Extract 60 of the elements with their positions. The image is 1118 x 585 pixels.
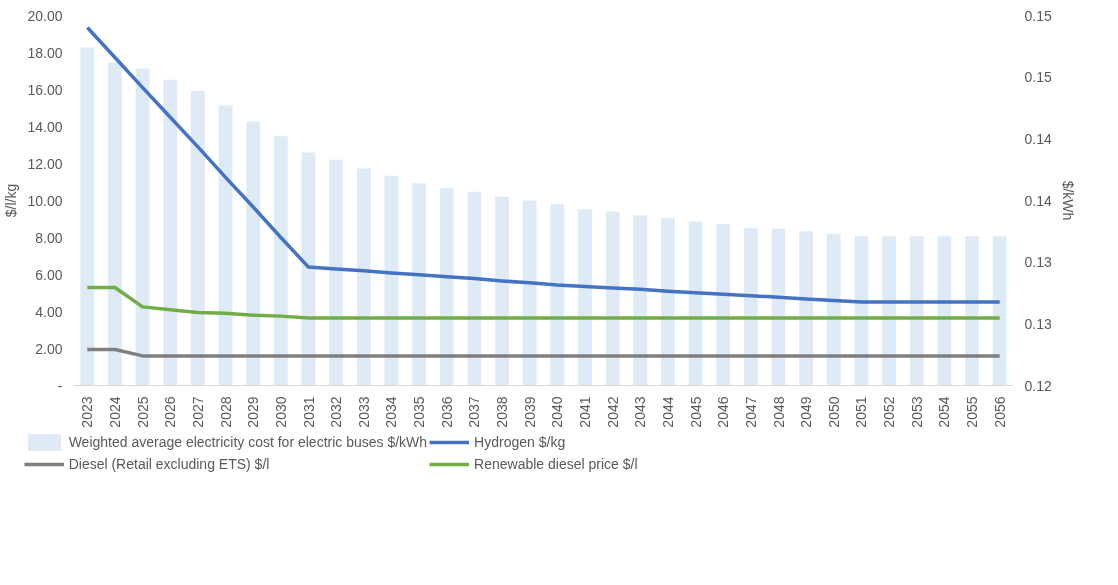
y-tick-label: 10.00 bbox=[27, 192, 63, 209]
x-tick-label: 2049 bbox=[798, 396, 815, 428]
x-tick-label: 2041 bbox=[576, 396, 593, 428]
y-tick-label: 18.00 bbox=[27, 44, 63, 61]
legend-label: Hydrogen $/kg bbox=[474, 434, 566, 450]
x-tick-label: 2042 bbox=[604, 396, 621, 428]
legend-label: Renewable diesel price $/l bbox=[474, 456, 638, 472]
y-tick-label: 14.00 bbox=[27, 118, 63, 135]
legend-label: Weighted average electricity cost for electric buses $/kWh bbox=[68, 434, 428, 450]
x-tick-label: 2029 bbox=[245, 396, 262, 428]
x-tick-label: 2052 bbox=[881, 396, 898, 428]
y2-tick-label: 0.12 bbox=[1024, 377, 1052, 394]
x-tick-label: 2023 bbox=[79, 396, 96, 428]
x-tick-label: 2036 bbox=[438, 396, 455, 428]
x-tick-label: 2025 bbox=[134, 396, 151, 428]
line-series bbox=[85, 285, 1002, 320]
x-tick-label: 2056 bbox=[991, 396, 1008, 428]
x-tick-label: 2044 bbox=[659, 396, 676, 428]
y-axis-title: $/l/kg bbox=[3, 183, 20, 218]
x-tick-label: 2027 bbox=[189, 396, 206, 428]
x-tick-label: 2038 bbox=[494, 396, 511, 428]
y-tick-label: - bbox=[57, 377, 63, 394]
x-tick-label: 2026 bbox=[162, 396, 179, 428]
y-tick-label: 20.00 bbox=[27, 7, 63, 24]
y-tick-label: 2.00 bbox=[35, 340, 63, 357]
x-tick-label: 2039 bbox=[521, 396, 538, 428]
y-tick-label: 6.00 bbox=[35, 266, 63, 283]
x-tick-label: 2034 bbox=[383, 396, 400, 428]
x-tick-label: 2046 bbox=[715, 396, 732, 428]
x-tick-label: 2051 bbox=[853, 396, 870, 428]
x-tick-label: 2032 bbox=[328, 396, 345, 428]
y-tick-label: 16.00 bbox=[27, 81, 63, 98]
y-tick-label: 8.00 bbox=[35, 229, 63, 246]
y-tick-label: 4.00 bbox=[35, 303, 63, 320]
x-tick-label: 2053 bbox=[908, 396, 925, 428]
x-tick-label: 2030 bbox=[272, 396, 289, 428]
x-tick-label: 2028 bbox=[217, 396, 234, 428]
x-tick-label: 2031 bbox=[300, 396, 317, 428]
y2-tick-label: 0.13 bbox=[1024, 254, 1052, 271]
y2-tick-label: 0.13 bbox=[1024, 315, 1052, 332]
x-tick-label: 2040 bbox=[549, 396, 566, 428]
legend-label: Diesel (Retail excluding ETS) $/l bbox=[68, 456, 270, 472]
x-tick-label: 2035 bbox=[411, 396, 428, 428]
y2-tick-label: 0.14 bbox=[1024, 192, 1052, 209]
x-tick-label: 2033 bbox=[355, 396, 372, 428]
x-tick-label: 2048 bbox=[770, 396, 787, 428]
y2-tick-label: 0.14 bbox=[1024, 130, 1052, 147]
x-tick-label: 2054 bbox=[936, 396, 953, 428]
x-tick-label: 2043 bbox=[632, 396, 649, 428]
y2-axis-title: $/kWh bbox=[1059, 180, 1076, 221]
line-series bbox=[85, 25, 1002, 304]
x-tick-label: 2047 bbox=[742, 396, 759, 428]
x-tick-label: 2050 bbox=[825, 396, 842, 428]
y-tick-label: 12.00 bbox=[27, 155, 63, 172]
y2-tick-label: 0.15 bbox=[1024, 7, 1052, 24]
x-tick-label: 2045 bbox=[687, 396, 704, 428]
x-tick-label: 2037 bbox=[466, 396, 483, 428]
x-tick-label: 2024 bbox=[106, 396, 123, 428]
x-tick-label: 2055 bbox=[964, 396, 981, 428]
y2-tick-label: 0.15 bbox=[1024, 69, 1052, 86]
